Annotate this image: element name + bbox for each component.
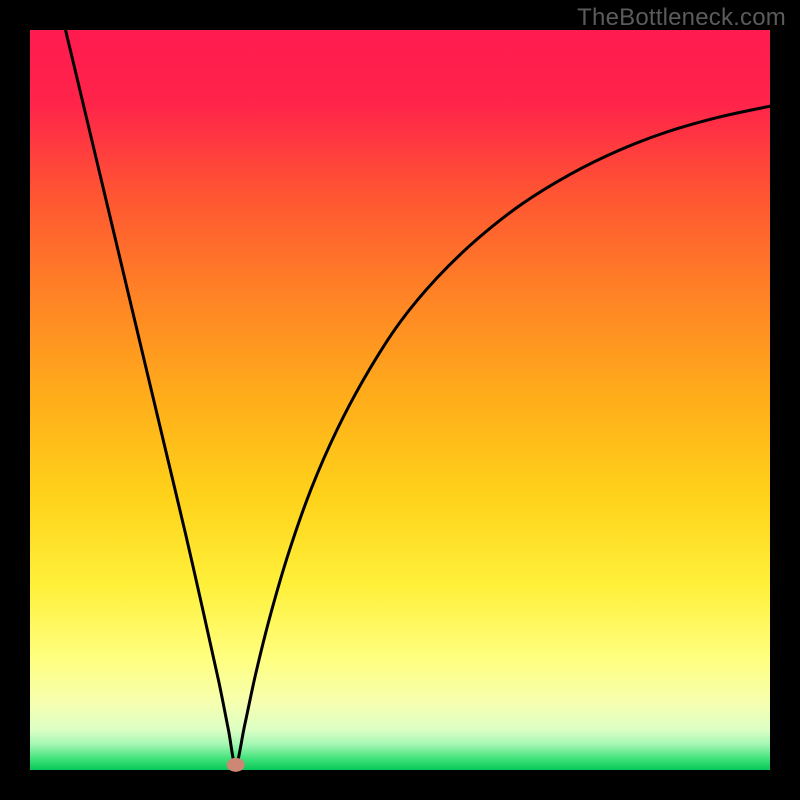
- plot-background: [30, 30, 770, 770]
- chart-svg: [0, 0, 800, 800]
- chart-container: TheBottleneck.com: [0, 0, 800, 800]
- watermark-text: TheBottleneck.com: [577, 4, 786, 32]
- minimum-marker: [227, 758, 245, 772]
